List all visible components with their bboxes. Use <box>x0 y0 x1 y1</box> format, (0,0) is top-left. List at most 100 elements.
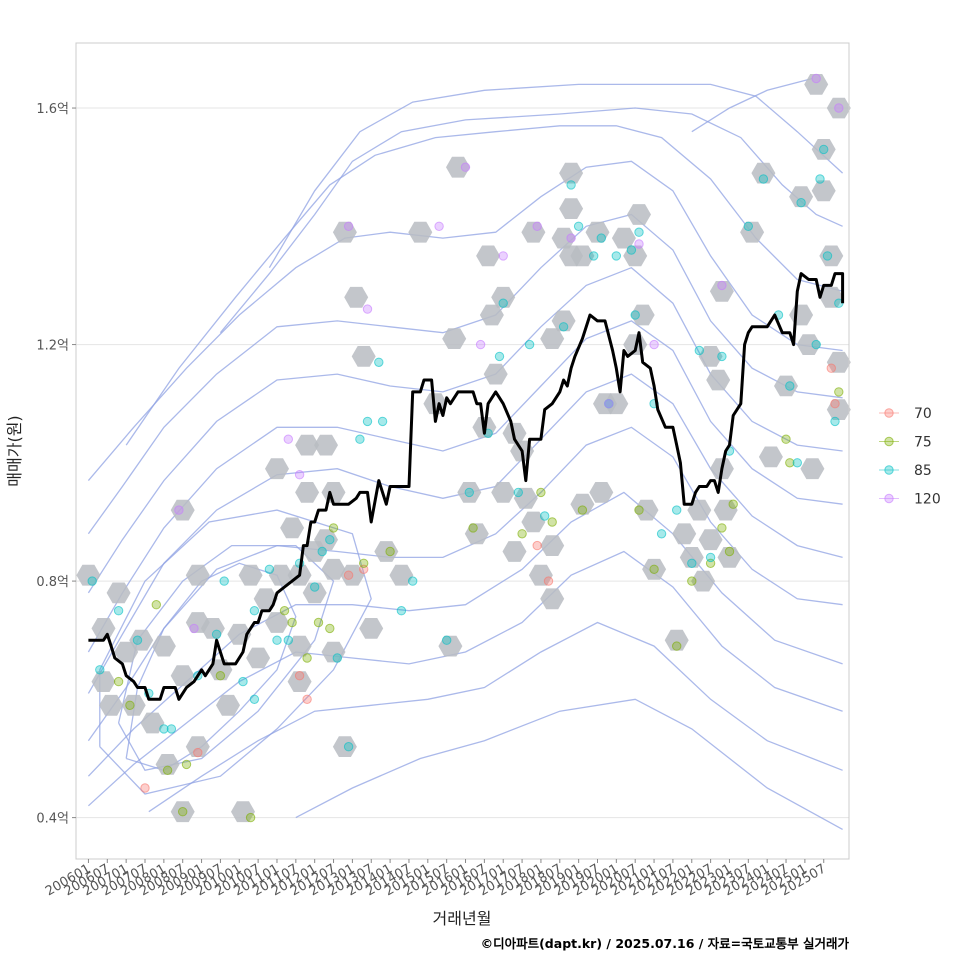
data-point-85 <box>694 345 704 356</box>
data-point-85 <box>513 487 523 498</box>
data-point-75 <box>359 558 369 568</box>
data-point-85 <box>819 144 829 155</box>
legend-swatch-dot <box>884 408 894 418</box>
data-point-85 <box>408 576 418 586</box>
density-contour-line <box>219 107 843 334</box>
hexbin-cell <box>611 227 636 249</box>
hexbin-cell <box>789 304 814 326</box>
hexbin-cell <box>789 186 814 208</box>
data-point-85 <box>272 635 282 645</box>
data-point-85 <box>634 227 644 237</box>
data-point-85 <box>630 310 640 320</box>
data-point-85 <box>687 558 697 568</box>
density-contour-line <box>87 426 843 742</box>
y-axis-title: 매매가(원) <box>5 415 24 486</box>
hexbin-cell <box>551 310 576 332</box>
data-point-85 <box>656 529 667 539</box>
hexbin-cell <box>483 363 508 385</box>
hexbin-cell <box>295 434 320 456</box>
data-point-85 <box>743 221 753 232</box>
data-point-75 <box>634 505 644 515</box>
density-contour-line <box>99 509 372 795</box>
data-point-75 <box>279 606 290 616</box>
hexbin-cell <box>664 629 689 651</box>
data-point-120 <box>498 251 508 261</box>
hexbin-cell <box>551 227 576 249</box>
hexbin-cell <box>321 558 346 580</box>
data-point-85 <box>672 505 682 515</box>
hexbin-cell <box>502 541 527 562</box>
data-point-85 <box>166 724 177 734</box>
data-point-85 <box>238 676 248 687</box>
hexbin-cell <box>604 393 629 415</box>
data-point-75 <box>724 546 735 557</box>
hexbin-cell <box>200 618 225 639</box>
caption: ©디아파트(dapt.kr) / 2025.07.16 / 자료=국토교통부 실… <box>481 936 850 951</box>
data-point-85 <box>596 233 606 243</box>
hexbin-cell <box>540 535 565 556</box>
data-point-85 <box>87 576 97 586</box>
data-point-85 <box>249 694 260 704</box>
hexbin-cell <box>819 286 844 308</box>
data-point-85 <box>573 221 584 232</box>
data-point-85 <box>464 487 474 498</box>
y-tick-label: 1.2억 <box>36 339 69 354</box>
legend-label: 70 <box>914 406 932 422</box>
hexbin-cell <box>155 754 180 775</box>
hexbin-cell <box>811 180 836 202</box>
data-point-85 <box>317 546 327 557</box>
data-point-75 <box>287 617 297 628</box>
hexbin-cell <box>630 304 655 326</box>
density-contour-line <box>125 125 843 446</box>
plot-panel-border <box>75 42 850 860</box>
data-point-85 <box>159 724 169 734</box>
data-point-85 <box>540 511 550 521</box>
hexbin-cell <box>642 558 667 580</box>
data-point-120 <box>717 280 727 291</box>
hexbin-cell <box>826 351 851 373</box>
data-point-70 <box>140 783 150 793</box>
density-contour-line <box>148 621 843 813</box>
hexbin-cell <box>476 245 501 267</box>
hexbin-cell <box>106 582 131 604</box>
legend-swatch-dot <box>884 436 894 447</box>
data-point-75 <box>672 641 682 651</box>
data-point-85 <box>211 629 222 639</box>
hexbin-cell <box>253 588 278 610</box>
data-point-85 <box>332 653 342 663</box>
data-point-85 <box>343 742 354 752</box>
hexbin-cell <box>314 434 338 456</box>
hexbin-cell <box>170 665 195 687</box>
data-point-85 <box>113 606 124 616</box>
data-point-85 <box>377 416 388 427</box>
hexbin-cell <box>634 499 659 521</box>
data-point-75 <box>162 765 173 775</box>
data-point-75 <box>181 759 192 770</box>
data-point-75 <box>468 523 478 533</box>
data-point-85 <box>374 357 384 367</box>
hexbin-cell <box>231 801 255 823</box>
legend-swatch-dot <box>884 465 894 475</box>
data-point-85 <box>310 582 320 592</box>
hexbin-cell <box>623 245 648 267</box>
data-point-75 <box>125 700 135 710</box>
data-point-85 <box>264 564 275 574</box>
data-point-120 <box>189 623 199 634</box>
data-point-75 <box>834 387 844 397</box>
hexbin-cell <box>389 564 414 586</box>
data-point-70 <box>193 747 203 758</box>
data-point-75 <box>649 564 659 574</box>
legend: 70 75 85 120 <box>879 406 941 508</box>
hexbin-cell <box>528 564 553 586</box>
hexbin-cell <box>826 399 851 420</box>
hexbin-cell <box>559 162 584 184</box>
data-point-85 <box>494 351 505 362</box>
hexbin-cell <box>442 328 467 349</box>
hexbin-cell <box>585 221 610 243</box>
legend-label: 85 <box>914 463 932 479</box>
hexbin-cell <box>713 499 738 521</box>
hexbin-cell <box>268 564 293 586</box>
density-contour-line <box>87 160 843 482</box>
hexbin-cell <box>238 564 263 586</box>
data-point-120 <box>634 239 644 249</box>
